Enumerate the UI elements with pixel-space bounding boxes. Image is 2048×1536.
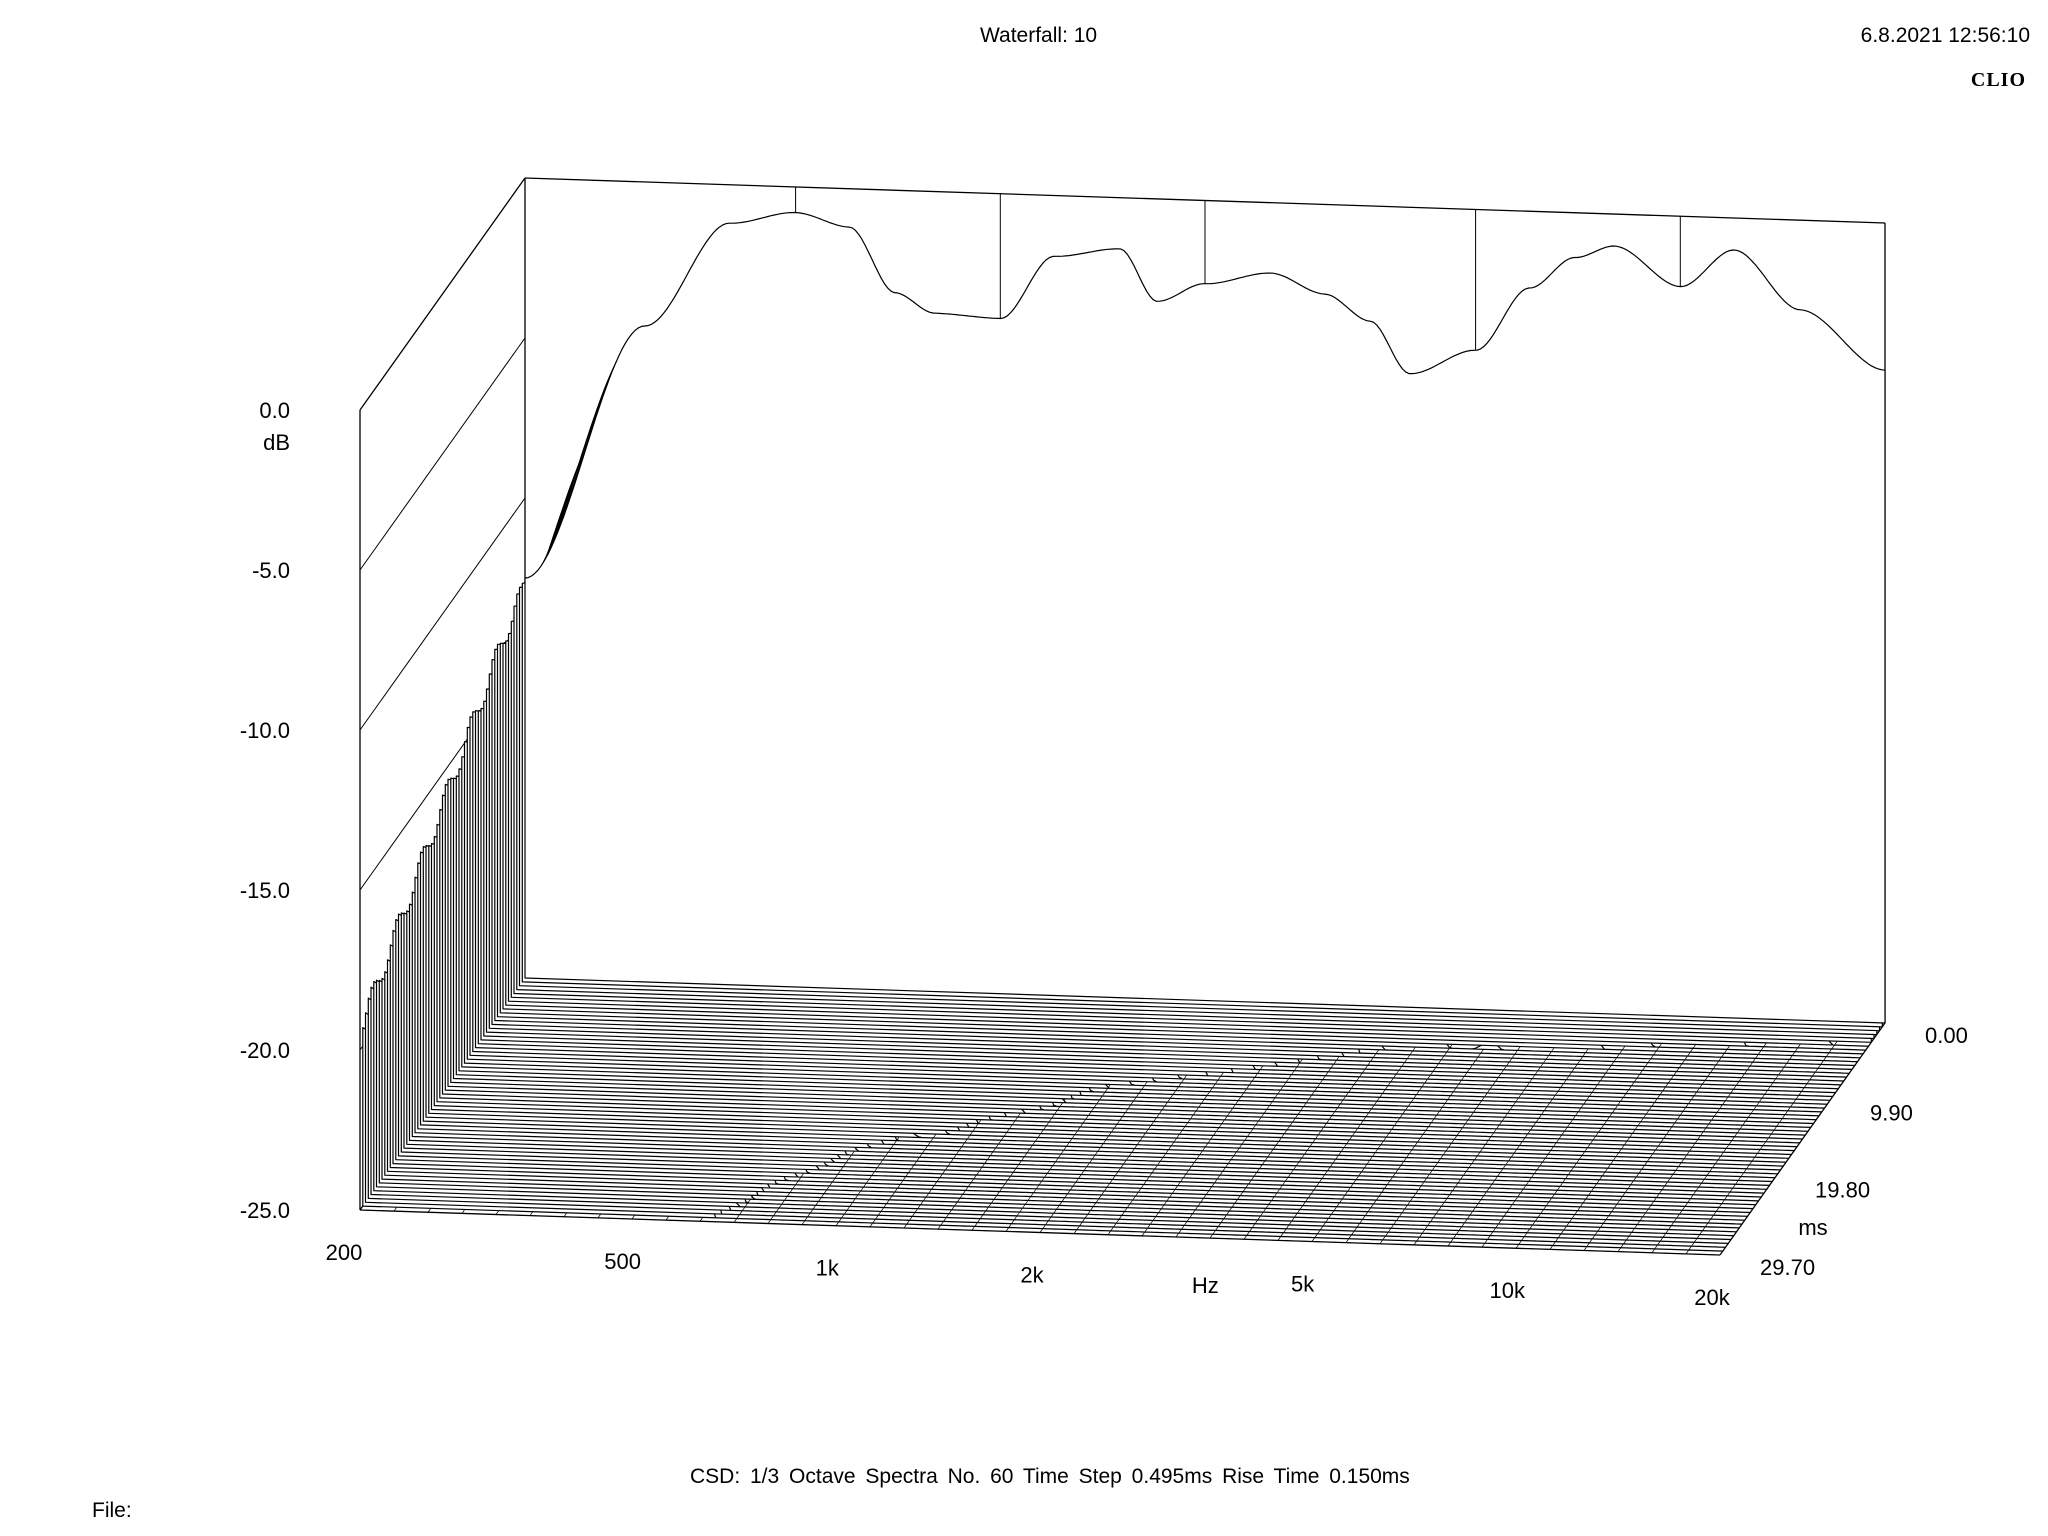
brand-logo: CLIO — [1970, 69, 2026, 91]
waterfall-spectra — [362, 211, 1886, 1252]
spectrum-slice — [524, 211, 1886, 1024]
freq-tick-label: 500 — [604, 1249, 641, 1274]
timestamp: 6.8.2021 12:56:10 — [1860, 24, 2030, 47]
left-wall-top-edge — [359, 177, 526, 411]
axis-tick-labels: 0.0 -5.0 -10.0 -15.0 -20.0 -25.0 dB 200 500 1k 2k 5… — [240, 398, 1968, 1310]
freq-tick-label: 1k — [816, 1256, 840, 1281]
freq-tick-label: 200 — [326, 1240, 363, 1265]
time-tick-label: 0.00 — [1925, 1023, 1968, 1048]
db-tick-label: -20.0 — [240, 1038, 290, 1063]
wall-grid-line — [359, 337, 526, 571]
db-tick-label: -5.0 — [252, 558, 290, 583]
db-tick-label: -25.0 — [240, 1198, 290, 1223]
freq-tick-label: 5k — [1291, 1271, 1315, 1296]
freq-axis-label: Hz — [1192, 1273, 1219, 1298]
db-tick-label: 0.0 — [259, 398, 290, 423]
db-tick-label: -15.0 — [240, 878, 290, 903]
wall-grid-line — [359, 497, 526, 731]
freq-tick-label: 20k — [1694, 1285, 1730, 1310]
db-tick-label: -10.0 — [240, 718, 290, 743]
freq-tick-label: 10k — [1490, 1278, 1526, 1303]
time-axis-label: ms — [1798, 1215, 1827, 1240]
chart-title: Waterfall: 10 — [980, 24, 1098, 47]
freq-tick-label: 2k — [1020, 1263, 1044, 1288]
time-tick-label: 9.90 — [1870, 1100, 1913, 1125]
time-tick-label: 29.70 — [1760, 1255, 1815, 1280]
file-label: File: — [92, 1499, 132, 1522]
measurement-info: CSD: 1/3 Octave Spectra No. 60 Time Step… — [690, 1465, 1410, 1488]
time-tick-label: 19.80 — [1815, 1178, 1870, 1203]
db-axis-label: dB — [263, 430, 290, 455]
